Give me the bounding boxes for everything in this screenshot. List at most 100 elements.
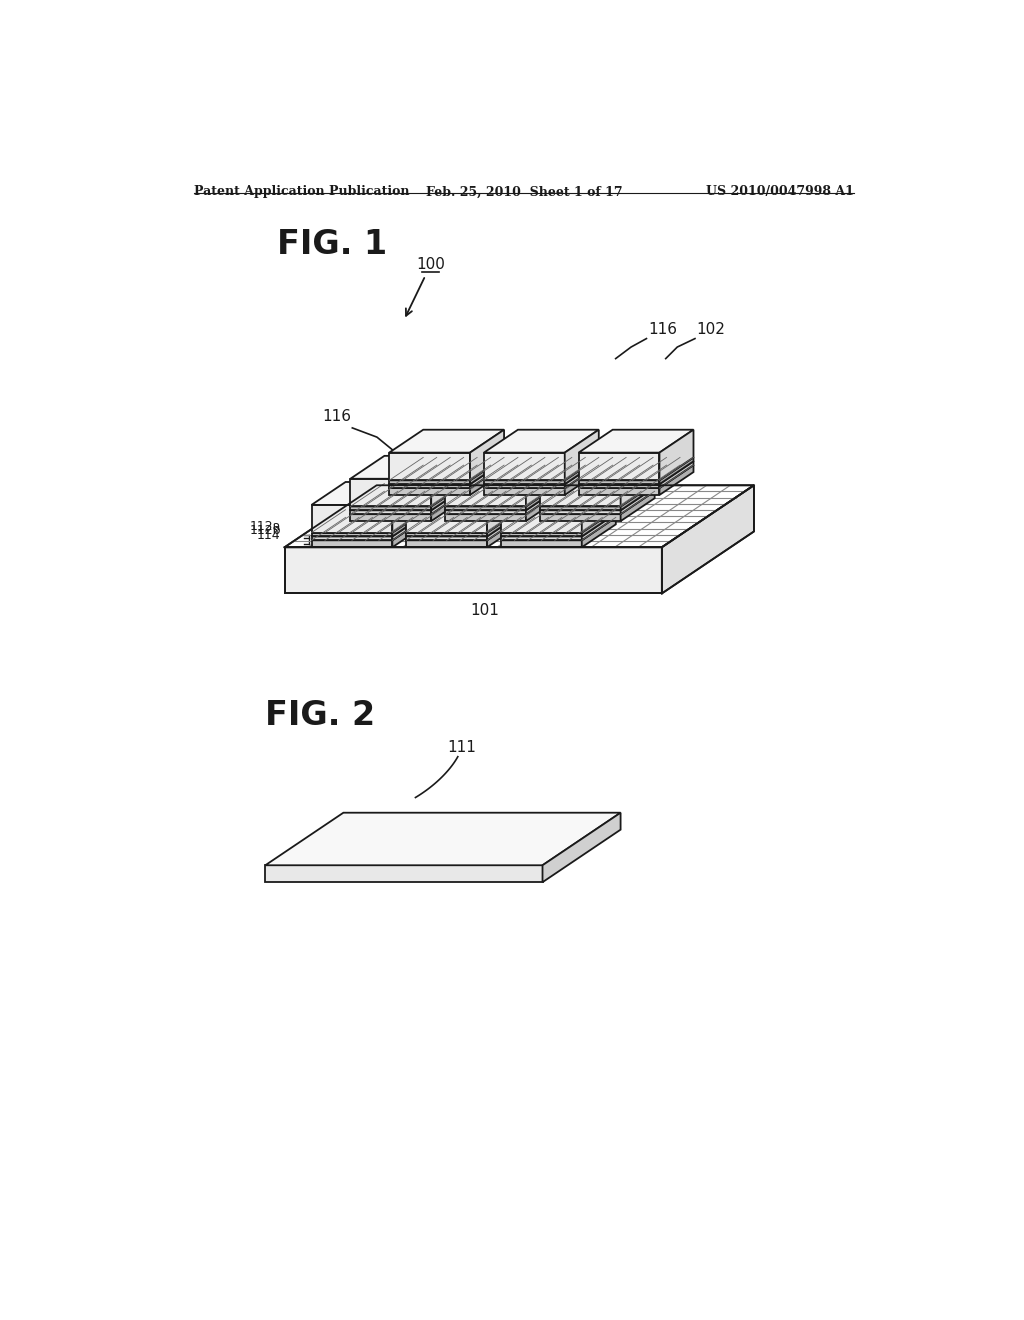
Polygon shape — [579, 484, 659, 488]
Polygon shape — [484, 465, 599, 488]
Polygon shape — [579, 453, 659, 480]
Polygon shape — [484, 430, 599, 453]
Text: 116: 116 — [323, 409, 351, 424]
Polygon shape — [484, 484, 565, 488]
Polygon shape — [265, 813, 621, 866]
Polygon shape — [392, 482, 426, 533]
Polygon shape — [582, 510, 615, 536]
Polygon shape — [540, 455, 654, 479]
Text: 111: 111 — [447, 741, 476, 755]
Polygon shape — [582, 482, 615, 533]
Polygon shape — [431, 487, 465, 515]
Polygon shape — [311, 513, 426, 536]
Polygon shape — [445, 455, 560, 479]
Polygon shape — [445, 507, 526, 511]
Polygon shape — [350, 455, 465, 479]
Polygon shape — [389, 480, 470, 484]
Polygon shape — [392, 510, 426, 536]
Polygon shape — [470, 465, 504, 495]
Polygon shape — [526, 487, 560, 515]
Polygon shape — [540, 511, 621, 515]
Polygon shape — [407, 536, 487, 540]
Polygon shape — [445, 515, 526, 521]
Polygon shape — [579, 465, 693, 488]
Polygon shape — [445, 491, 560, 515]
Polygon shape — [526, 491, 560, 521]
Polygon shape — [431, 483, 465, 511]
Polygon shape — [501, 517, 615, 540]
Polygon shape — [662, 486, 754, 594]
Polygon shape — [540, 483, 654, 507]
Text: Feb. 25, 2010  Sheet 1 of 17: Feb. 25, 2010 Sheet 1 of 17 — [426, 185, 624, 198]
Polygon shape — [501, 540, 582, 548]
Polygon shape — [540, 479, 621, 507]
Polygon shape — [565, 458, 599, 484]
Text: US 2010/0047998 A1: US 2010/0047998 A1 — [707, 185, 854, 198]
Polygon shape — [621, 487, 654, 515]
Polygon shape — [311, 533, 392, 536]
Polygon shape — [582, 513, 615, 540]
Polygon shape — [389, 461, 504, 484]
Polygon shape — [407, 517, 521, 540]
Polygon shape — [659, 430, 693, 480]
Polygon shape — [407, 533, 487, 536]
Text: 102: 102 — [696, 322, 725, 337]
Text: FIG. 2: FIG. 2 — [265, 700, 376, 731]
Polygon shape — [484, 458, 599, 480]
Polygon shape — [445, 487, 560, 511]
Polygon shape — [389, 453, 470, 480]
Polygon shape — [407, 540, 487, 548]
Polygon shape — [526, 483, 560, 511]
Polygon shape — [350, 487, 465, 511]
Text: 112a: 112a — [249, 520, 281, 533]
Polygon shape — [285, 548, 662, 594]
Text: Patent Application Publication: Patent Application Publication — [195, 185, 410, 198]
Polygon shape — [392, 517, 426, 548]
Text: 101: 101 — [470, 603, 499, 618]
Text: 114: 114 — [257, 529, 281, 543]
Text: 112b: 112b — [249, 524, 281, 537]
Polygon shape — [407, 513, 521, 536]
Polygon shape — [445, 479, 526, 507]
Polygon shape — [543, 813, 621, 882]
Polygon shape — [579, 458, 693, 480]
Polygon shape — [389, 458, 504, 480]
Polygon shape — [407, 510, 521, 533]
Polygon shape — [540, 487, 654, 511]
Polygon shape — [311, 517, 426, 540]
Polygon shape — [540, 491, 654, 515]
Polygon shape — [470, 461, 504, 488]
Polygon shape — [350, 483, 465, 507]
Polygon shape — [445, 483, 560, 507]
Polygon shape — [392, 513, 426, 540]
Polygon shape — [582, 517, 615, 548]
Polygon shape — [540, 507, 621, 511]
Polygon shape — [265, 866, 543, 882]
Polygon shape — [470, 430, 504, 480]
Polygon shape — [579, 430, 693, 453]
Polygon shape — [565, 430, 599, 480]
Polygon shape — [565, 461, 599, 488]
Polygon shape — [350, 479, 431, 507]
Polygon shape — [659, 461, 693, 488]
Polygon shape — [487, 517, 521, 548]
Polygon shape — [621, 491, 654, 521]
Polygon shape — [565, 465, 599, 495]
Polygon shape — [487, 482, 521, 533]
Polygon shape — [311, 482, 426, 506]
Polygon shape — [445, 511, 526, 515]
Text: FIG. 1: FIG. 1 — [276, 227, 387, 261]
Polygon shape — [579, 488, 659, 495]
Polygon shape — [501, 533, 582, 536]
Polygon shape — [389, 484, 470, 488]
Polygon shape — [285, 486, 754, 548]
Polygon shape — [350, 515, 431, 521]
Polygon shape — [350, 507, 431, 511]
Polygon shape — [389, 488, 470, 495]
Polygon shape — [540, 515, 621, 521]
Polygon shape — [431, 491, 465, 521]
Polygon shape — [659, 458, 693, 484]
Polygon shape — [311, 510, 426, 533]
Polygon shape — [350, 491, 465, 515]
Polygon shape — [484, 480, 565, 484]
